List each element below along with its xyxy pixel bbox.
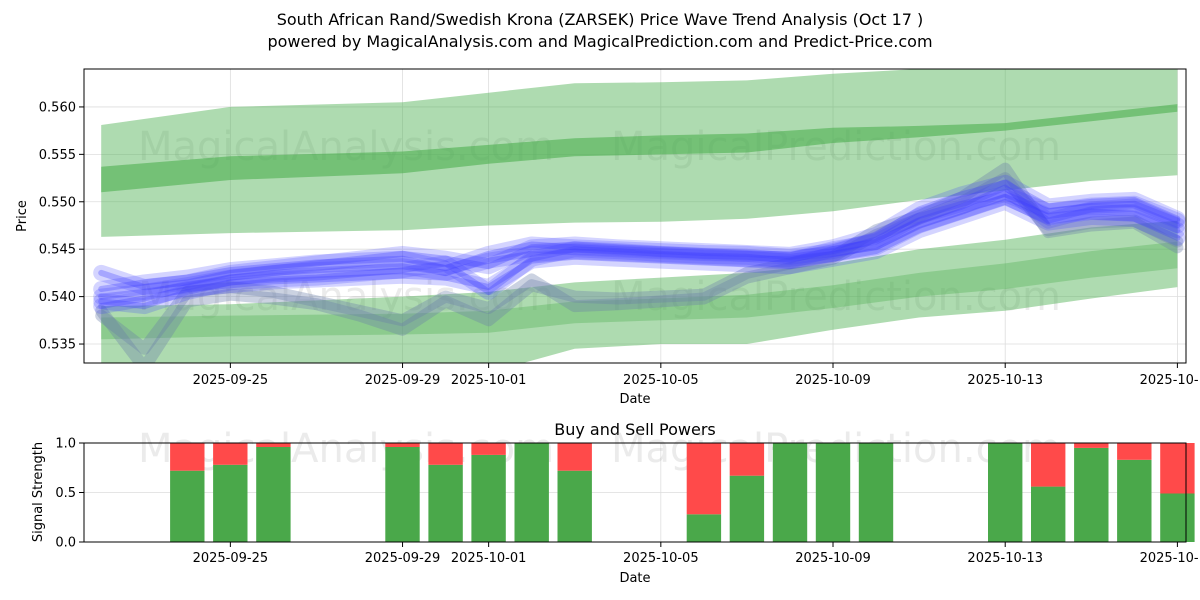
buy-bar (256, 447, 291, 542)
price-x-tick-label: 2025-10-17 (1140, 373, 1200, 388)
signal-y-tick-label: 0.0 (55, 536, 76, 551)
signal-x-tick-label: 2025-09-25 (193, 551, 269, 566)
wave-halo-wave-4 (93, 193, 1186, 315)
buy-bar (557, 470, 592, 542)
price-y-tick-label: 0.540 (39, 290, 76, 305)
wave-halo-wave-3 (93, 186, 1186, 297)
price-waves (93, 162, 1186, 363)
buy-bar (170, 470, 205, 542)
wave-line-wave-2 (98, 184, 1181, 310)
price-plot-background (84, 69, 1186, 363)
signal-x-ticks: 2025-09-25 2025-09-29 2025-10-01 2025-10-05… (193, 542, 1200, 566)
chart-title: South African Rand/Swedish Krona (ZARSEK… (276, 10, 924, 29)
buy-bar (514, 443, 549, 542)
signal-y-tick-label: 1.0 (55, 437, 76, 452)
price-x-ticks: 2025-09-25 2025-09-29 2025-10-01 2025-10-05… (193, 363, 1200, 388)
price-y-tick-label: 0.555 (39, 148, 76, 163)
buy-bar (428, 464, 463, 542)
buy-bar (729, 475, 765, 542)
wave-halo-wave-2 (93, 179, 1186, 315)
sell-bar (256, 443, 291, 447)
buy-bar (988, 443, 1023, 542)
band-lower-outer (101, 220, 1178, 363)
price-y-tick-label: 0.550 (39, 195, 76, 210)
price-x-label: Date (619, 392, 650, 407)
signal-x-tick-label: 2025-10-09 (795, 551, 871, 566)
price-y-label: Price (15, 200, 30, 232)
wave-shadow-dip-1 (95, 172, 1184, 355)
wave-shadow-dip-2 (95, 162, 1184, 363)
buy-bar (1031, 486, 1066, 542)
sell-bar (385, 443, 420, 447)
buy-sell-chart: Buy and Sell Powers MagicalAnalysis.com … (31, 420, 1200, 586)
price-plot-frame (83, 68, 1187, 364)
signal-bars (170, 443, 1195, 542)
buy-sell-title: Buy and Sell Powers (554, 420, 716, 439)
band-upper-core (101, 104, 1178, 193)
price-x-tick-label: 2025-10-01 (451, 373, 527, 388)
buy-bar (1074, 447, 1109, 542)
signal-x-tick-label: 2025-10-13 (967, 551, 1043, 566)
buy-bar (471, 454, 506, 542)
sell-bar (729, 443, 765, 476)
price-wave-chart: MagicalAnalysis.com MagicalPrediction.co… (15, 68, 1200, 407)
price-y-tick-label: 0.560 (39, 100, 76, 115)
sell-bar (1074, 443, 1109, 448)
sell-bar (213, 443, 248, 465)
wave-halo-wave-5 (93, 174, 1186, 296)
wave-line-wave-3 (98, 191, 1181, 292)
band-lower-core (101, 241, 1178, 340)
price-y-tick-label: 0.535 (39, 338, 76, 353)
buy-bar (686, 514, 722, 542)
sell-bar (471, 443, 506, 455)
sell-bar (1031, 443, 1066, 487)
wave-line-wave-4 (98, 198, 1181, 310)
prediction-bands (101, 69, 1178, 363)
signal-x-tick-label: 2025-09-29 (365, 551, 441, 566)
price-grid (84, 69, 1186, 363)
buy-bar (385, 447, 420, 542)
buy-bar (1117, 459, 1152, 542)
watermark-left-mid: MagicalAnalysis.com (138, 274, 554, 320)
price-x-tick-label: 2025-09-29 (365, 373, 441, 388)
buy-bar (815, 443, 851, 542)
buy-bar (772, 443, 808, 542)
wave-line-wave-5 (98, 179, 1181, 291)
buy-bar (1160, 493, 1195, 542)
sell-bar (170, 443, 205, 471)
chart-subtitle: powered by MagicalAnalysis.com and Magic… (267, 32, 933, 51)
sell-bar (686, 443, 722, 515)
wave-halo-wave-1 (93, 189, 1186, 305)
buy-bar (213, 464, 248, 542)
signal-x-tick-label: 2025-10-01 (451, 551, 527, 566)
sell-bar (428, 443, 463, 465)
signal-x-tick-label: 2025-10-17 (1140, 551, 1200, 566)
sell-bar (1117, 443, 1152, 460)
price-y-tick-label: 0.545 (39, 243, 76, 258)
signal-x-tick-label: 2025-10-05 (623, 551, 699, 566)
price-x-tick-label: 2025-10-05 (623, 373, 699, 388)
sell-bar (557, 443, 592, 471)
watermark-right-mid: MagicalPrediction.com (611, 274, 1061, 320)
sell-bar (1160, 443, 1195, 494)
price-y-ticks: 0.535 0.540 0.545 0.550 0.555 0.560 (39, 100, 84, 353)
price-x-tick-label: 2025-10-13 (967, 373, 1043, 388)
signal-x-label: Date (619, 571, 650, 586)
signal-y-tick-label: 0.5 (55, 486, 76, 501)
wave-line-wave-1 (98, 194, 1181, 300)
price-x-tick-label: 2025-10-09 (795, 373, 871, 388)
signal-y-ticks: 0.0 0.5 1.0 (55, 437, 84, 551)
buy-bar (858, 443, 894, 542)
signal-y-label: Signal Strength (31, 442, 46, 542)
price-x-tick-label: 2025-09-25 (193, 373, 269, 388)
